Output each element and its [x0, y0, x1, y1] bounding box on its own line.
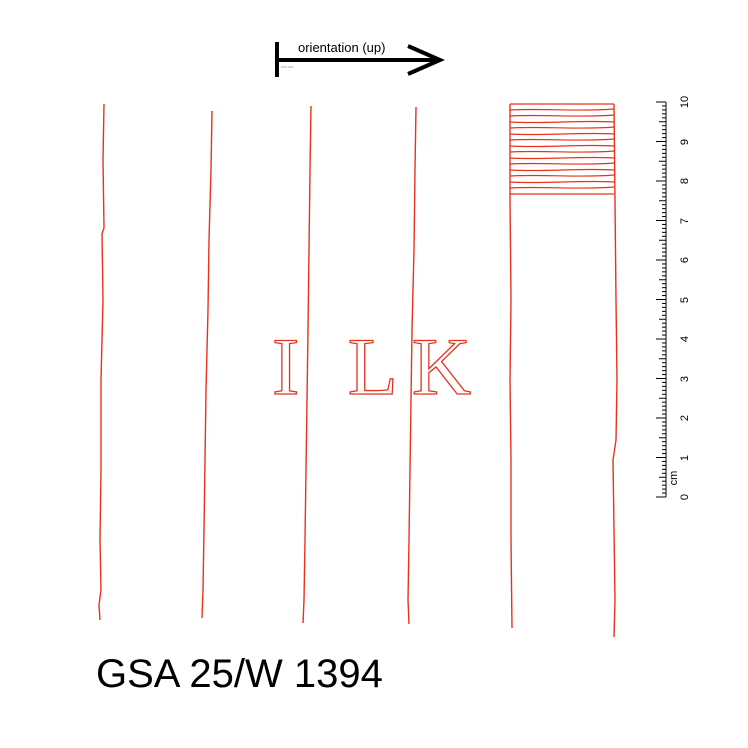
scale-ticks [656, 101, 666, 498]
scale-label-8: 8 [679, 178, 691, 184]
scale-label-6: 6 [679, 257, 691, 263]
scale-label-10: 10 [679, 96, 691, 108]
hatch-line [509, 162, 615, 165]
hatch-line [509, 180, 615, 184]
ruled-line-5 [509, 104, 513, 629]
ruled-lines [98, 103, 618, 638]
scale-label-0: 0 [679, 494, 691, 500]
scale-labels: 0 1 2 3 4 5 6 7 8 9 10 cm [668, 96, 691, 500]
hatch-line [509, 108, 615, 111]
hatched-band [509, 103, 615, 195]
hatch-line [509, 174, 615, 177]
orientation-indicator: orientation (up) GSA 25/1 [275, 40, 445, 77]
scale-label-4: 4 [679, 336, 691, 342]
orientation-label: orientation (up) [298, 40, 385, 55]
inscription-letters: I LK [272, 321, 485, 412]
scale-label-9: 9 [679, 139, 691, 145]
ruled-line-6 [612, 103, 618, 638]
scale-label-7: 7 [679, 218, 691, 224]
hatch-line [509, 120, 615, 124]
scale-unit: cm [668, 471, 680, 486]
hatch-line [509, 156, 615, 160]
hatch-line [509, 168, 615, 172]
ruled-line-2 [201, 110, 213, 619]
scale-label-5: 5 [679, 297, 691, 303]
orientation-arrow-head [407, 44, 445, 76]
hatch-line [509, 114, 615, 117]
ruled-line-1 [98, 103, 105, 621]
hatch-line [509, 150, 615, 153]
catalog-id: GSA 25/W 1394 [96, 652, 383, 696]
hatch-line [509, 132, 615, 136]
hatch-line [509, 138, 615, 141]
scale-label-3: 3 [679, 376, 691, 382]
hatch-line [509, 126, 615, 129]
orientation-note: GSA 25/1 [281, 65, 294, 69]
scale-label-1: 1 [679, 455, 691, 461]
scale-label-2: 2 [679, 415, 691, 421]
hatch-line [509, 144, 615, 148]
cm-scale-bar: 0 1 2 3 4 5 6 7 8 9 10 cm [656, 96, 691, 500]
ruled-line-4 [407, 106, 417, 625]
hatch-line [509, 186, 615, 189]
ruled-line-3 [302, 105, 312, 624]
